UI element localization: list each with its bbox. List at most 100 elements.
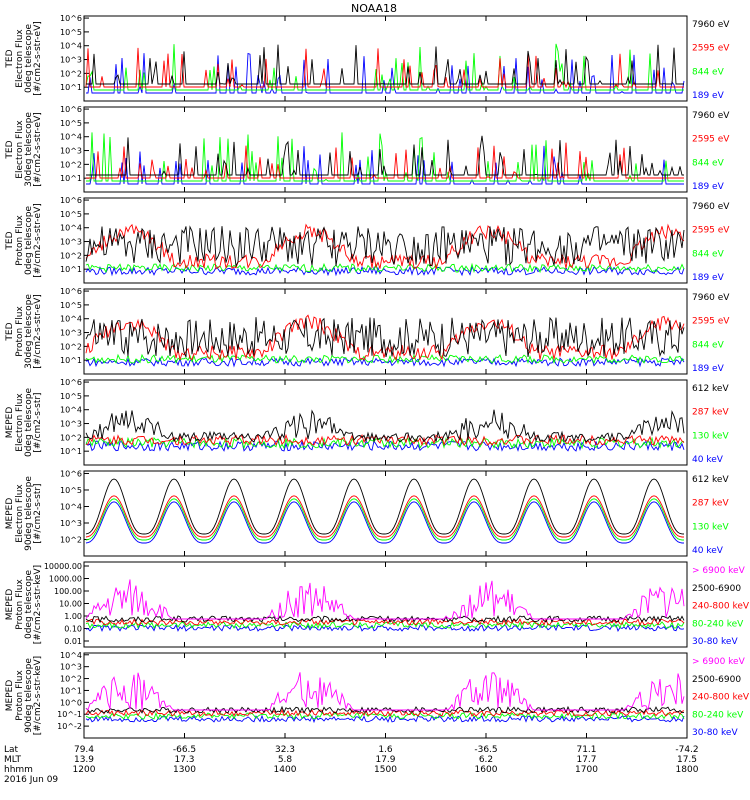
y-tick-label: 10^2 — [60, 69, 82, 78]
panel-frame — [83, 652, 688, 739]
y-tick-label: 100.00 — [54, 587, 82, 596]
series-trace — [85, 223, 685, 270]
panel-7: 0.01 0.10 1.00 10.00 100.00 1000.00 10000.00 ME… — [5, 561, 750, 648]
y-tick-label: 1.00 — [64, 612, 82, 621]
y-axis-label-line: MEPED — [5, 589, 15, 621]
series-trace — [85, 624, 685, 633]
series-trace — [85, 316, 685, 358]
y-tick-label: 10^4 — [60, 502, 82, 511]
y-tick-label: 10^2 — [60, 535, 82, 544]
legend-entry: 80-240 keV — [692, 619, 744, 629]
series-trace — [85, 617, 685, 627]
y-tick-label: 10^5 — [60, 119, 82, 128]
series-trace — [85, 495, 684, 538]
series-trace — [85, 47, 684, 89]
y-tick-label: 10000.00 — [44, 562, 82, 571]
series-trace — [85, 436, 685, 450]
series-traces — [85, 672, 685, 724]
hhmm-value: 1400 — [274, 765, 297, 775]
y-axis-label-line: 90deg telescope — [24, 476, 34, 551]
series-trace — [86, 44, 684, 86]
series-trace — [86, 145, 684, 185]
y-axis-label-line: 30deg telescope — [24, 112, 34, 187]
panels: 10^1 10^2 10^3 10^4 10^5 10^6 TED Electron Flux… — [5, 14, 750, 739]
lat-value: 1.6 — [378, 745, 393, 755]
y-axis-label-line: 30deg telescope — [24, 294, 34, 369]
footer-row-label: Lat — [4, 745, 19, 755]
lat-value: -74.2 — [675, 745, 698, 755]
panel-1: 10^1 10^2 10^3 10^4 10^5 10^6 TED Electron Flux… — [5, 14, 730, 102]
y-tick-label: 10^4 — [60, 651, 82, 660]
series-trace — [85, 314, 685, 361]
y-tick-label: 10^1 — [60, 174, 82, 183]
y-tick-label: 10^6 — [60, 196, 82, 205]
mlt-value: 6.2 — [479, 755, 493, 765]
legend-entry: 189 eV — [692, 364, 725, 374]
series-trace — [85, 498, 684, 541]
y-tick-label: 10^1 — [60, 447, 82, 456]
y-tick-label: 10^-1 — [57, 710, 82, 719]
legend-entry: 2595 eV — [692, 226, 730, 236]
legend-entry: 844 eV — [692, 249, 725, 259]
y-axis-label-line: [#/cm2-s-str-eV] — [33, 203, 43, 278]
y-tick-label: 10^5 — [60, 392, 82, 401]
series-trace — [85, 43, 684, 92]
series-trace — [86, 132, 684, 182]
y-tick-label: 10^-2 — [57, 722, 82, 731]
legend-entry: 2595 eV — [692, 135, 730, 145]
y-tick-label: 10^1 — [60, 356, 82, 365]
legend-entry: 612 keV — [692, 475, 729, 485]
y-tick-label: 10^2 — [60, 251, 82, 260]
legend-entry: 844 eV — [692, 158, 725, 168]
y-tick-label: 10^0 — [60, 698, 82, 707]
series-trace — [85, 501, 684, 544]
y-tick-label: 10^2 — [60, 160, 82, 169]
y-axis-label-line: TED — [5, 49, 15, 68]
series-trace — [85, 705, 685, 715]
panel-6: 10^2 10^3 10^4 10^5 10^6 MEPED Electron Flux 90… — [5, 469, 729, 557]
y-tick-label: 10^6 — [60, 287, 82, 296]
y-tick-label: 10^4 — [60, 42, 82, 51]
series-trace — [85, 265, 685, 277]
y-tick-label: 10^6 — [60, 378, 82, 387]
legend-entry: 130 keV — [692, 431, 729, 441]
y-axis-label-line: Electron Flux — [15, 120, 25, 179]
lat-value: 79.4 — [74, 745, 94, 755]
legend-entry: 40 keV — [692, 546, 724, 556]
y-tick-label: 10^2 — [60, 675, 82, 684]
y-axis-label-line: MEPED — [5, 407, 15, 439]
y-axis-label-line: [#/cm2-s-str-keV] — [33, 656, 43, 735]
y-tick-label: 10^1 — [60, 265, 82, 274]
legend-entry: 287 keV — [692, 499, 729, 509]
y-axis-label-line: [#/cm2-s-str-keV] — [33, 565, 43, 644]
lat-value: 71.1 — [576, 745, 596, 755]
hhmm-value: 1800 — [676, 765, 699, 775]
series-trace — [85, 353, 685, 365]
y-tick-label: 10^2 — [60, 433, 82, 442]
y-axis-label-line: Proton Flux — [15, 670, 25, 721]
figure-title: NOAA18 — [351, 2, 397, 15]
mlt-value: 17.3 — [174, 755, 194, 765]
series-traces — [85, 409, 685, 452]
y-axis-label-line: TED — [5, 231, 15, 250]
series-traces — [85, 223, 685, 277]
y-tick-label: 10^5 — [60, 486, 82, 495]
legend-entry: 612 keV — [692, 384, 729, 394]
y-axis-label-line: 0deg telescope — [24, 206, 34, 276]
y-tick-label: 0.01 — [64, 637, 82, 646]
y-tick-label: 0.10 — [64, 625, 82, 634]
hhmm-value: 1200 — [73, 765, 96, 775]
series-trace — [86, 135, 684, 176]
mlt-value: 17.5 — [677, 755, 697, 765]
series-trace — [85, 409, 685, 443]
series-traces — [85, 579, 685, 633]
y-axis-label-line: Electron Flux — [15, 484, 25, 543]
series-traces — [86, 132, 684, 185]
y-axis-label-line: 0deg telescope — [24, 570, 34, 640]
y-axis-label-line: [#/cm2-s-str-eV] — [33, 294, 43, 369]
series-trace — [85, 579, 685, 620]
y-tick-label: 10^3 — [60, 238, 82, 247]
y-tick-label: 10^3 — [60, 329, 82, 338]
